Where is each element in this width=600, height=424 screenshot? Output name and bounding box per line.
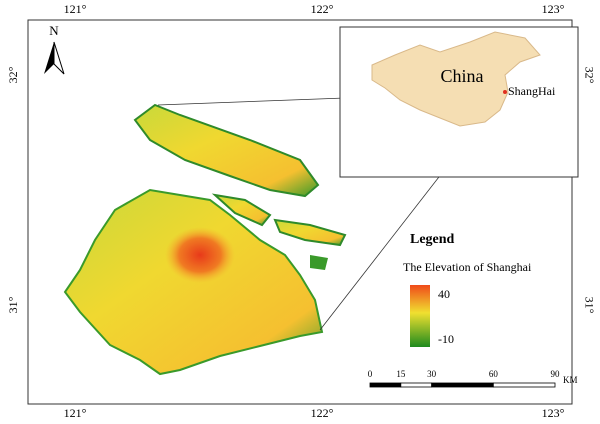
graticule-label: 31° [6, 296, 20, 313]
china-outline [371, 31, 541, 127]
graticule-label: 32° [582, 67, 596, 84]
scale-label: 30 [427, 369, 437, 379]
scale-unit: KM [563, 375, 578, 385]
city-label: ShangHai [508, 84, 556, 98]
legend-low: -10 [438, 332, 454, 346]
graticule-label: 123° [542, 2, 565, 16]
scale-label: 15 [396, 369, 406, 379]
graticule-label: 121° [64, 2, 87, 16]
chongming-island [133, 103, 320, 198]
north-label: N [49, 23, 59, 38]
graticule-label: 121° [64, 406, 87, 420]
graticule-label: 123° [542, 406, 565, 420]
graticule-label: 31° [582, 297, 596, 314]
legend-title: Legend [410, 232, 455, 247]
graticule-label: 122° [311, 406, 334, 420]
north-arrow [44, 42, 54, 74]
scale-label: 60 [489, 369, 499, 379]
map-frame [27, 19, 573, 405]
north-arrow [53, 41, 65, 75]
country-label: China [441, 66, 484, 86]
scale-label: 0 [368, 369, 373, 379]
island [273, 218, 347, 247]
scale-segment [400, 382, 433, 388]
scale-label: 90 [551, 369, 561, 379]
graticule-label: 122° [311, 2, 334, 16]
legend-ramp [410, 285, 430, 347]
legend-subtitle: The Elevation of Shanghai [403, 260, 532, 274]
graticule-label: 32° [6, 66, 20, 83]
scale-segment [369, 382, 402, 388]
legend-high: 40 [438, 287, 450, 301]
scale-segment [492, 382, 556, 388]
island [211, 193, 272, 227]
urban-area [165, 227, 235, 283]
island [310, 255, 328, 270]
shanghai-point [503, 90, 507, 94]
scale-segment [431, 382, 494, 388]
